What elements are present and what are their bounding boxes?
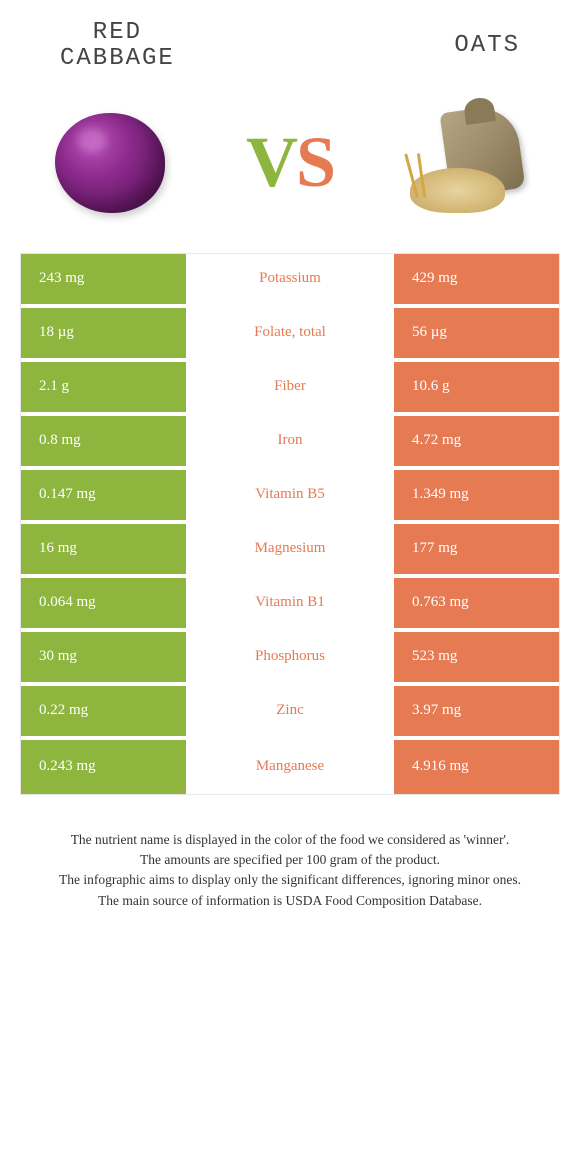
right-value: 4.916 mg bbox=[394, 740, 559, 794]
left-value: 18 µg bbox=[21, 308, 186, 358]
images-row: VS bbox=[0, 83, 580, 253]
nutrient-table: 243 mgPotassium429 mg18 µgFolate, total5… bbox=[20, 253, 560, 795]
right-value: 4.72 mg bbox=[394, 416, 559, 466]
left-value: 2.1 g bbox=[21, 362, 186, 412]
table-row: 0.243 mgManganese4.916 mg bbox=[21, 740, 559, 794]
left-food-image bbox=[50, 103, 170, 223]
nutrient-label: Iron bbox=[186, 416, 394, 466]
footer-notes: The nutrient name is displayed in the co… bbox=[0, 795, 580, 911]
nutrient-label: Vitamin B5 bbox=[186, 470, 394, 520]
footer-line: The infographic aims to display only the… bbox=[40, 870, 540, 890]
right-value: 10.6 g bbox=[394, 362, 559, 412]
nutrient-label: Phosphorus bbox=[186, 632, 394, 682]
table-row: 16 mgMagnesium177 mg bbox=[21, 524, 559, 578]
right-value: 1.349 mg bbox=[394, 470, 559, 520]
footer-line: The nutrient name is displayed in the co… bbox=[40, 830, 540, 850]
right-value: 56 µg bbox=[394, 308, 559, 358]
left-food-title: RED CABBAGE bbox=[60, 20, 175, 73]
left-value: 243 mg bbox=[21, 254, 186, 304]
nutrient-label: Magnesium bbox=[186, 524, 394, 574]
left-value: 0.064 mg bbox=[21, 578, 186, 628]
cabbage-icon bbox=[55, 113, 165, 213]
table-row: 2.1 gFiber10.6 g bbox=[21, 362, 559, 416]
vs-s: S bbox=[296, 122, 334, 202]
right-value: 3.97 mg bbox=[394, 686, 559, 736]
left-value: 0.8 mg bbox=[21, 416, 186, 466]
vs-text: VS bbox=[246, 121, 334, 204]
right-food-image bbox=[410, 103, 530, 223]
footer-line: The main source of information is USDA F… bbox=[40, 891, 540, 911]
table-row: 0.8 mgIron4.72 mg bbox=[21, 416, 559, 470]
table-row: 0.147 mgVitamin B51.349 mg bbox=[21, 470, 559, 524]
table-row: 0.22 mgZinc3.97 mg bbox=[21, 686, 559, 740]
table-row: 18 µgFolate, total56 µg bbox=[21, 308, 559, 362]
right-value: 0.763 mg bbox=[394, 578, 559, 628]
nutrient-label: Manganese bbox=[186, 740, 394, 794]
header: RED CABBAGE OATS bbox=[0, 0, 580, 83]
nutrient-label: Vitamin B1 bbox=[186, 578, 394, 628]
table-row: 243 mgPotassium429 mg bbox=[21, 254, 559, 308]
right-value: 429 mg bbox=[394, 254, 559, 304]
table-row: 0.064 mgVitamin B10.763 mg bbox=[21, 578, 559, 632]
nutrient-label: Folate, total bbox=[186, 308, 394, 358]
nutrient-label: Potassium bbox=[186, 254, 394, 304]
left-value: 0.243 mg bbox=[21, 740, 186, 794]
left-value: 0.147 mg bbox=[21, 470, 186, 520]
oats-icon bbox=[410, 108, 530, 218]
vs-v: V bbox=[246, 122, 296, 202]
right-value: 523 mg bbox=[394, 632, 559, 682]
left-value: 30 mg bbox=[21, 632, 186, 682]
nutrient-label: Fiber bbox=[186, 362, 394, 412]
left-value: 0.22 mg bbox=[21, 686, 186, 736]
right-food-title: OATS bbox=[454, 33, 520, 59]
right-value: 177 mg bbox=[394, 524, 559, 574]
nutrient-label: Zinc bbox=[186, 686, 394, 736]
table-row: 30 mgPhosphorus523 mg bbox=[21, 632, 559, 686]
left-value: 16 mg bbox=[21, 524, 186, 574]
footer-line: The amounts are specified per 100 gram o… bbox=[40, 850, 540, 870]
